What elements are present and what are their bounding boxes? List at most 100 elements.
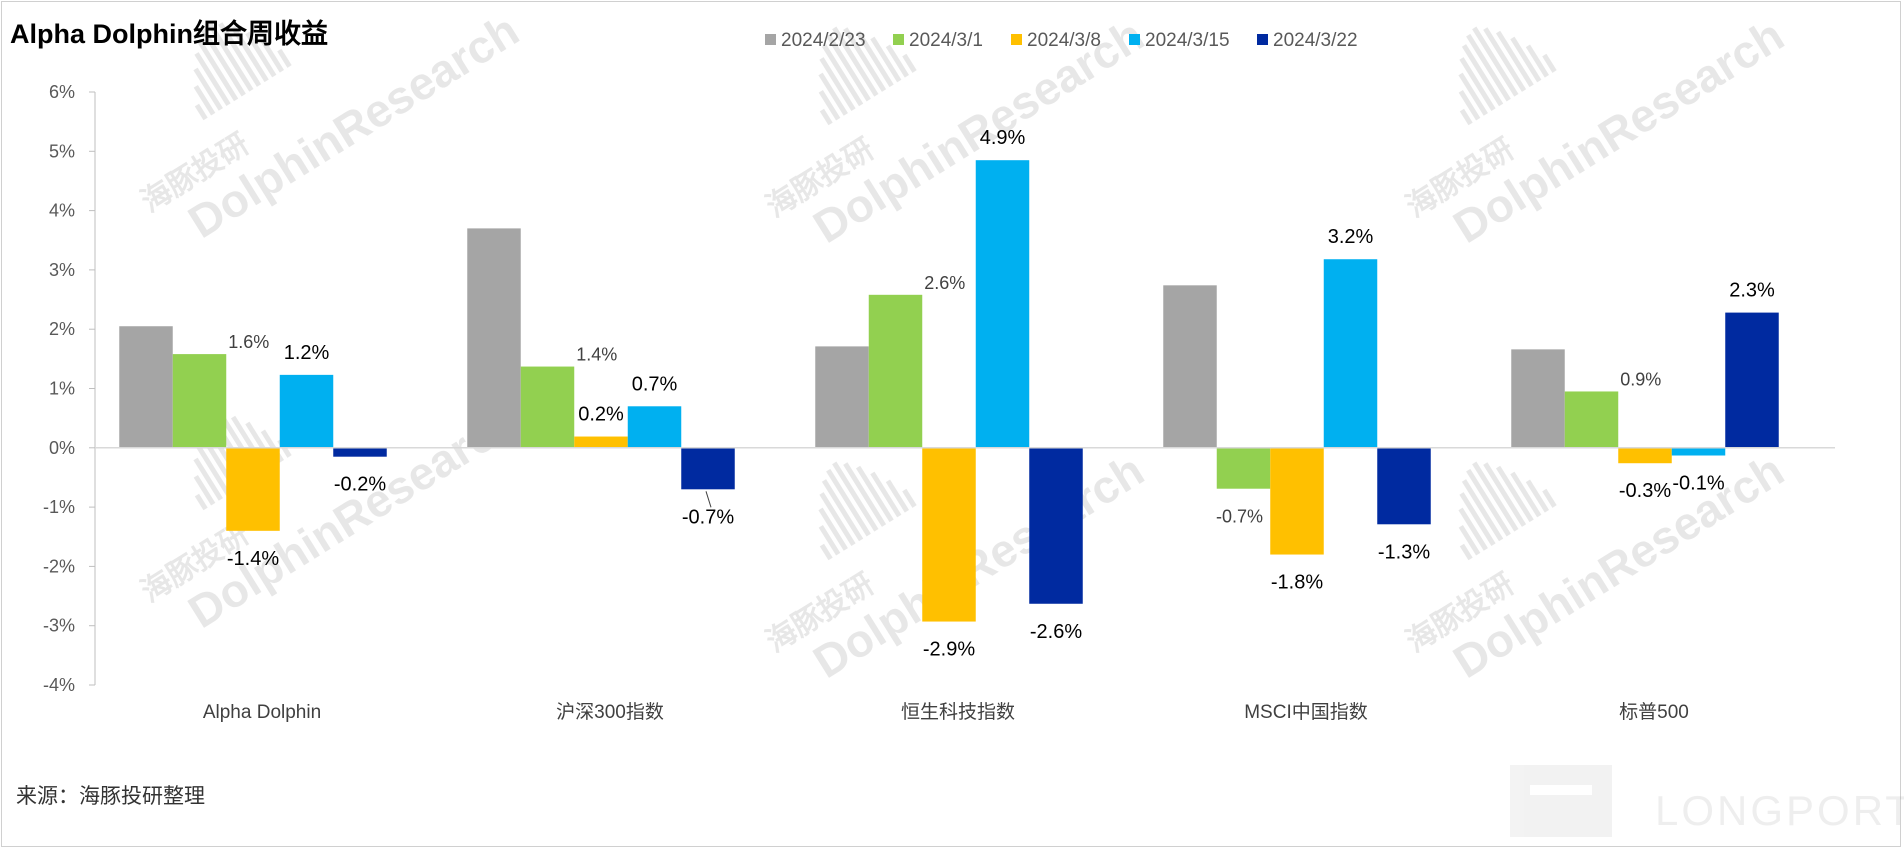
- legend-swatch-2024/3/15: [1129, 34, 1140, 45]
- watermark-bar: [870, 471, 902, 518]
- watermark-bar: [1510, 471, 1542, 518]
- y-tick-label: 3%: [49, 260, 75, 280]
- x-axis: Alpha Dolphin 沪深300指数 恒生科技指数 MSCI中国指数 标普500: [95, 447, 1835, 723]
- data-label-2024/3/1-沪深300指数: 1.4%: [576, 345, 617, 365]
- data-label-2024/3/22-标普500: 2.3%: [1729, 280, 1775, 302]
- x-tick-label: MSCI中国指数: [1244, 701, 1368, 723]
- watermark-bar: [902, 53, 917, 73]
- bar-2024/3/22-标普500: [1725, 312, 1779, 448]
- watermark-bar: [245, 31, 277, 78]
- y-tick-label: 4%: [49, 201, 75, 221]
- watermark-bar: [885, 479, 910, 513]
- data-label-2024/3/8-Alpha Dolphin: -1.4%: [227, 548, 279, 570]
- watermark-bar: [230, 25, 269, 83]
- brand-watermark: LONGPORT: [1510, 765, 1904, 837]
- bar-2024/3/22-沪深300指数: [681, 447, 735, 490]
- bar-2024/3/22-恒生科技指数: [1029, 447, 1083, 604]
- data-label-2024/3/1-Alpha Dolphin: 1.6%: [228, 332, 269, 352]
- watermark-bar: [1483, 462, 1527, 527]
- watermark-bar: [1525, 479, 1550, 513]
- data-label-2024/3/22-Alpha Dolphin: -0.2%: [334, 474, 386, 496]
- x-tick-label: 恒生科技指数: [901, 701, 1015, 723]
- data-label-2024/3/22-恒生科技指数: -2.6%: [1030, 621, 1082, 643]
- bar-2024/3/8-Alpha Dolphin: [226, 447, 280, 531]
- watermark-bar: [855, 30, 894, 88]
- bar-2024/3/8-标普500: [1618, 447, 1672, 464]
- data-label-2024/3/8-沪深300指数: 0.2%: [578, 404, 624, 426]
- bar-2024/3/8-沪深300指数: [574, 436, 628, 448]
- bar-2024/3/15-恒生科技指数: [975, 160, 1030, 448]
- data-label-2024/3/1-恒生科技指数: 2.6%: [924, 273, 965, 293]
- legend-label-2024/3/22: 2024/3/22: [1273, 30, 1358, 51]
- legend-label-2024/3/1: 2024/3/1: [909, 30, 983, 51]
- data-label-2024/3/8-标普500: -0.3%: [1619, 480, 1671, 502]
- brand-name: LONGPORT: [1655, 787, 1904, 834]
- bar-2024/3/1-MSCI中国指数: [1216, 447, 1271, 489]
- watermark-bar: [821, 44, 864, 107]
- bar-2024/3/15-Alpha Dolphin: [279, 374, 334, 448]
- watermark-bar: [1461, 479, 1504, 542]
- bar-2024/3/8-恒生科技指数: [922, 447, 976, 622]
- chart-title: Alpha Dolphin组合周收益: [10, 19, 328, 49]
- watermark-bar: [1542, 488, 1557, 508]
- watermark-bar: [194, 52, 231, 106]
- legend-label-2024/3/15: 2024/3/15: [1145, 30, 1230, 51]
- watermark-bar: [194, 442, 231, 496]
- watermark-bar: [819, 108, 833, 126]
- watermark-bar: [821, 479, 864, 542]
- watermark-bar: [819, 492, 856, 546]
- data-label-2024/3/15-标普500: -0.1%: [1672, 473, 1724, 495]
- y-axis: 6% 5% 4% 3% 2% 1% 0% -1% -2% -3% -4%: [43, 82, 96, 695]
- bar-2024/3/8-MSCI中国指数: [1270, 447, 1324, 555]
- watermark-bar: [260, 39, 285, 73]
- watermark-bar: [1466, 33, 1511, 102]
- watermark-bar: [1472, 461, 1519, 532]
- y-tick-label: 5%: [49, 141, 75, 161]
- watermark-bar: [201, 28, 246, 97]
- legend-label-2024/3/8: 2024/3/8: [1027, 30, 1101, 51]
- legend: 2024/2/23 2024/3/1 2024/3/8 2024/3/15 2024/3…: [765, 30, 1358, 51]
- data-label-2024/3/15-Alpha Dolphin: 1.2%: [284, 342, 330, 364]
- data-label-2024/3/15-MSCI中国指数: 3.2%: [1328, 226, 1374, 248]
- watermark-bar: [1458, 524, 1481, 556]
- y-tick-label: -1%: [43, 497, 75, 517]
- bar-2024/2/23-恒生科技指数: [815, 346, 869, 448]
- watermark-bar: [818, 72, 848, 116]
- watermark-bar: [1461, 44, 1504, 107]
- watermark-bar: [885, 44, 910, 78]
- watermark-bar: [1458, 72, 1488, 116]
- watermark-bar: [1483, 27, 1527, 92]
- watermark-bar: [855, 465, 894, 523]
- watermark-bar: [870, 36, 902, 83]
- legend-swatch-2024/3/8: [1011, 34, 1022, 45]
- bar-2024/3/1-沪深300指数: [520, 366, 575, 448]
- watermark-bar: [193, 84, 216, 116]
- bar-2024/3/1-Alpha Dolphin: [172, 354, 227, 448]
- watermark-bar: [277, 48, 292, 68]
- y-tick-label: -2%: [43, 556, 75, 576]
- y-tick-label: 1%: [49, 379, 75, 399]
- watermark-bar: [193, 457, 223, 501]
- data-labels-layer: 1.6% -1.4% 1.2% -0.2% 1.4% 0.2% 0.7% -0.7% 2.6% -…: [227, 127, 1775, 660]
- watermark-bar: [843, 462, 887, 527]
- watermark-bar: [1459, 543, 1473, 561]
- watermark-bar: [193, 67, 223, 111]
- bar-2024/3/1-恒生科技指数: [868, 294, 923, 448]
- watermark-bar: [819, 543, 833, 561]
- watermark-bar: [818, 507, 848, 551]
- bar-2024/3/22-Alpha Dolphin: [333, 447, 387, 457]
- y-tick-label: 0%: [49, 438, 75, 458]
- data-label-2024/3/15-恒生科技指数: 4.9%: [980, 127, 1026, 149]
- watermark-bar: [818, 524, 841, 556]
- data-label-2024/3/1-MSCI中国指数: -0.7%: [1216, 507, 1263, 527]
- y-tick-label: 2%: [49, 319, 75, 339]
- legend-label-2024/2/23: 2024/2/23: [781, 30, 866, 51]
- watermark-bar: [1495, 465, 1534, 523]
- bar-2024/2/23-MSCI中国指数: [1163, 285, 1217, 448]
- watermark-bar: [218, 22, 262, 87]
- x-tick-label: Alpha Dolphin: [203, 702, 321, 723]
- watermark-bar: [1458, 89, 1481, 121]
- y-tick-label: -3%: [43, 616, 75, 636]
